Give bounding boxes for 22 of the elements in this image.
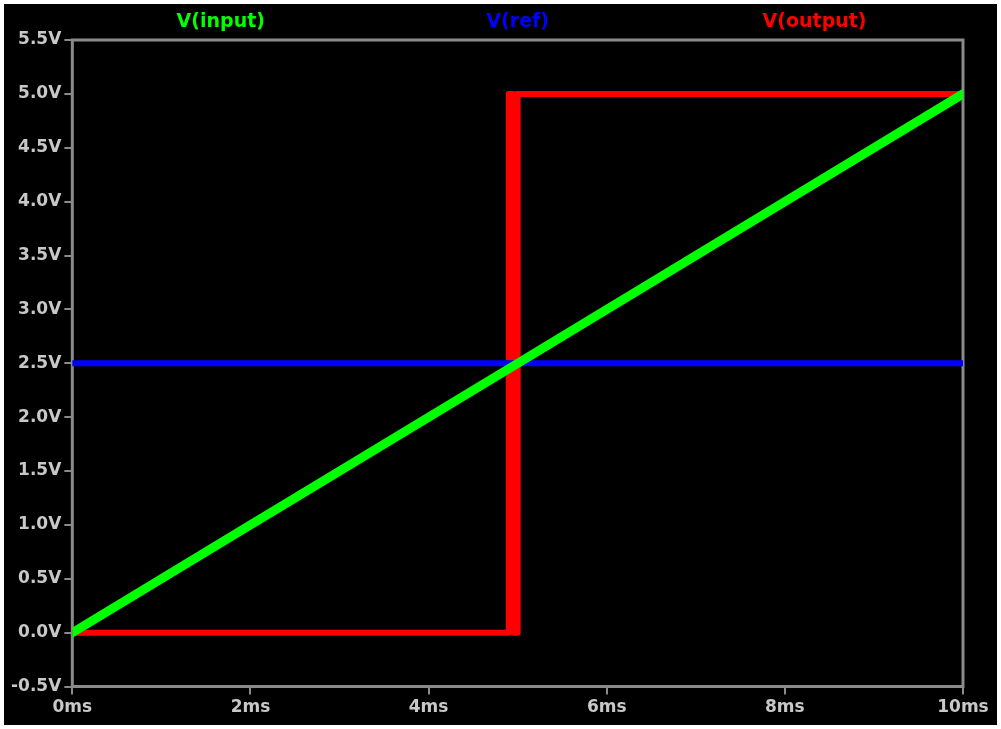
y-tick-label: 3.5V: [18, 243, 63, 264]
y-tick-label: 2.0V: [18, 405, 63, 426]
y-tick-label: 1.0V: [18, 513, 63, 534]
y-tick-label: 0.5V: [18, 567, 63, 588]
y-tick-label: 4.5V: [18, 136, 63, 157]
y-tick-label: 0.0V: [18, 621, 63, 642]
text: V(output): [762, 8, 867, 31]
y-tick-label: 2.5V: [18, 351, 63, 372]
x-tick-label: 6ms: [586, 696, 627, 717]
y-tick-label: 5.5V: [18, 28, 63, 49]
y-tick-label: 3.0V: [18, 297, 63, 318]
y-tick-label: -0.5V: [11, 675, 63, 696]
text: V(ref): [486, 8, 549, 31]
text: V(input): [176, 8, 265, 31]
y-tick-label: 5.0V: [18, 82, 63, 103]
x-tick-label: 0ms: [52, 696, 93, 717]
x-tick-label: 8ms: [765, 696, 805, 717]
x-tick-label: 4ms: [408, 696, 449, 717]
y-tick-label: 4.0V: [18, 190, 63, 211]
y-tick-label: 1.5V: [18, 459, 63, 480]
x-tick-label: 2ms: [230, 696, 271, 717]
x-tick-label: 10ms: [937, 696, 989, 717]
